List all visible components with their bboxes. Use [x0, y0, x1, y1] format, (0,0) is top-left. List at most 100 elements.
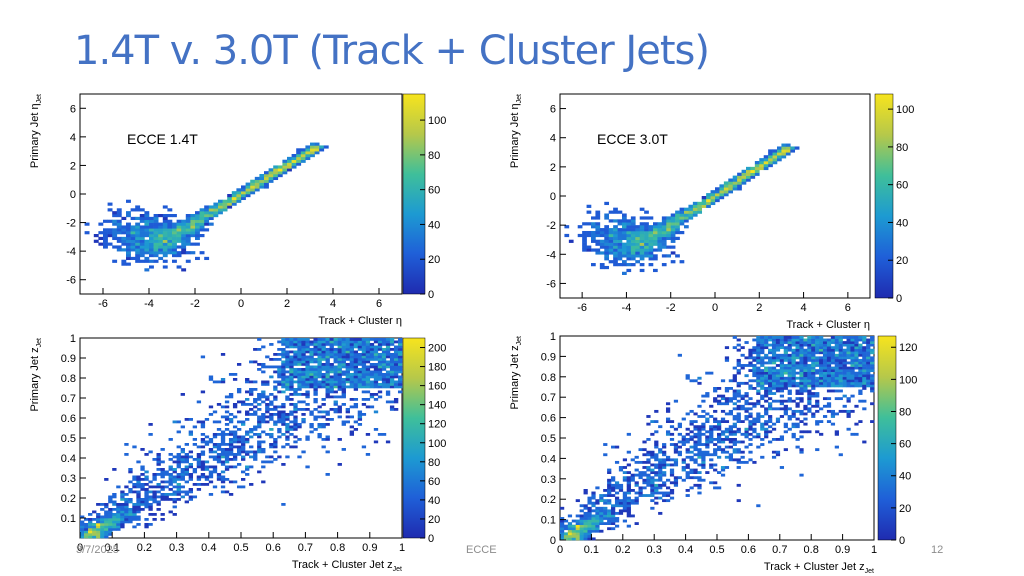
heatmap-cell: [803, 384, 808, 388]
heatmap-cell: [116, 515, 121, 519]
heatmap-cell: [385, 380, 391, 384]
heatmap-cell: [717, 399, 722, 403]
heatmap-cell: [195, 216, 200, 221]
heatmap-cell: [685, 463, 690, 467]
heatmap-cell: [646, 438, 651, 441]
heatmap-cell: [200, 468, 206, 471]
x-tick-label: 0.7: [772, 544, 787, 556]
heatmap-cell: [241, 403, 246, 406]
heatmap-cell: [752, 427, 757, 431]
heatmap-cell: [282, 168, 288, 172]
heatmap-cell: [626, 236, 632, 241]
heatmap-cell: [208, 405, 214, 409]
heatmap-cell: [361, 338, 367, 341]
heatmap-cell: [740, 440, 745, 444]
heatmap-cell: [158, 228, 164, 232]
heatmap-cell: [369, 383, 375, 386]
heatmap-cell: [116, 214, 122, 218]
heatmap-cell: [112, 518, 117, 521]
heatmap-cell: [126, 214, 131, 218]
colorbar-tick-label: 40: [428, 495, 440, 507]
heatmap-cell: [181, 248, 187, 252]
heatmap-cell: [305, 340, 310, 344]
heatmap-cell: [834, 348, 839, 352]
heatmap-cell: [181, 231, 187, 235]
heatmap-cell: [681, 417, 686, 421]
heatmap-cell: [289, 368, 294, 371]
heatmap-cell: [654, 471, 659, 474]
heatmap-cell: [349, 383, 355, 386]
heatmap-cell: [144, 219, 150, 223]
heatmap-cell: [595, 511, 600, 515]
heatmap-cell: [822, 381, 828, 385]
heatmap-cell: [365, 433, 371, 436]
heatmap-cell: [787, 364, 792, 367]
heatmap-cell: [626, 254, 632, 258]
heatmap-cell: [188, 498, 194, 501]
x-axis-label: Track + Cluster η: [786, 319, 870, 331]
heatmap-cell: [650, 471, 655, 474]
heatmap-cell: [144, 505, 149, 509]
heatmap-cell: [153, 248, 159, 252]
heatmap-cell: [858, 361, 863, 365]
heatmap-cell: [781, 152, 787, 156]
heatmap-cell: [838, 384, 843, 388]
heatmap-cell: [728, 425, 733, 429]
heatmap-cell: [613, 230, 618, 235]
heatmap-cell: [224, 400, 230, 404]
heatmap-cell: [156, 495, 161, 499]
heatmap-cell: [666, 233, 672, 238]
heatmap-cell: [269, 393, 274, 396]
heatmap-cell: [357, 383, 363, 386]
heatmap-cell: [144, 259, 150, 263]
heatmap-cell: [830, 336, 836, 339]
heatmap-cell: [854, 343, 859, 347]
y-tick-label: 4: [550, 133, 556, 145]
heatmap-cell: [756, 417, 761, 421]
heatmap-cell: [112, 508, 117, 511]
heatmap-cell: [245, 453, 250, 456]
heatmap-cell: [662, 466, 667, 469]
heatmap-cell: [349, 365, 355, 369]
heatmap-cell: [231, 191, 237, 195]
heatmap-cell: [148, 503, 153, 506]
heatmap-cell: [305, 385, 310, 389]
heatmap-cell: [273, 450, 278, 454]
heatmap-cell: [764, 432, 769, 436]
heatmap-cell: [228, 418, 234, 421]
heatmap-cell: [289, 340, 294, 344]
heatmap-cell: [779, 361, 785, 365]
x-tick-label: -6: [98, 298, 108, 310]
heatmap-cell: [172, 480, 177, 484]
heatmap-cell: [236, 194, 242, 198]
heatmap-cell: [862, 336, 867, 339]
heatmap-cell: [130, 245, 136, 249]
heatmap-cell: [723, 190, 729, 194]
heatmap-cell: [317, 338, 322, 341]
heatmap-cell: [807, 384, 812, 388]
heatmap-cell: [184, 465, 189, 469]
heatmap-cell: [317, 373, 322, 376]
heatmap-cell: [772, 158, 778, 162]
heatmap-cell: [756, 341, 761, 344]
heatmap-cell: [736, 412, 741, 416]
heatmap-cell: [108, 530, 113, 534]
heatmap-cell: [764, 392, 769, 395]
heatmap-cell: [153, 239, 159, 243]
heatmap-cell: [241, 194, 246, 198]
heatmap-cell: [321, 398, 326, 401]
heatmap-cell: [724, 358, 730, 362]
heatmap-cell: [626, 486, 631, 490]
heatmap-cell: [768, 420, 773, 423]
heatmap-cell: [268, 168, 274, 172]
heatmap-cell: [614, 445, 620, 449]
heatmap-cell: [156, 500, 161, 504]
heatmap-cell: [642, 486, 647, 490]
heatmap-cell: [583, 517, 588, 520]
heatmap-cell: [603, 453, 608, 457]
heatmap-cell: [799, 364, 804, 367]
heatmap-cell: [634, 499, 639, 503]
heatmap-cell: [213, 208, 219, 212]
heatmap-cell: [329, 345, 334, 349]
heatmap-cell: [688, 210, 694, 214]
